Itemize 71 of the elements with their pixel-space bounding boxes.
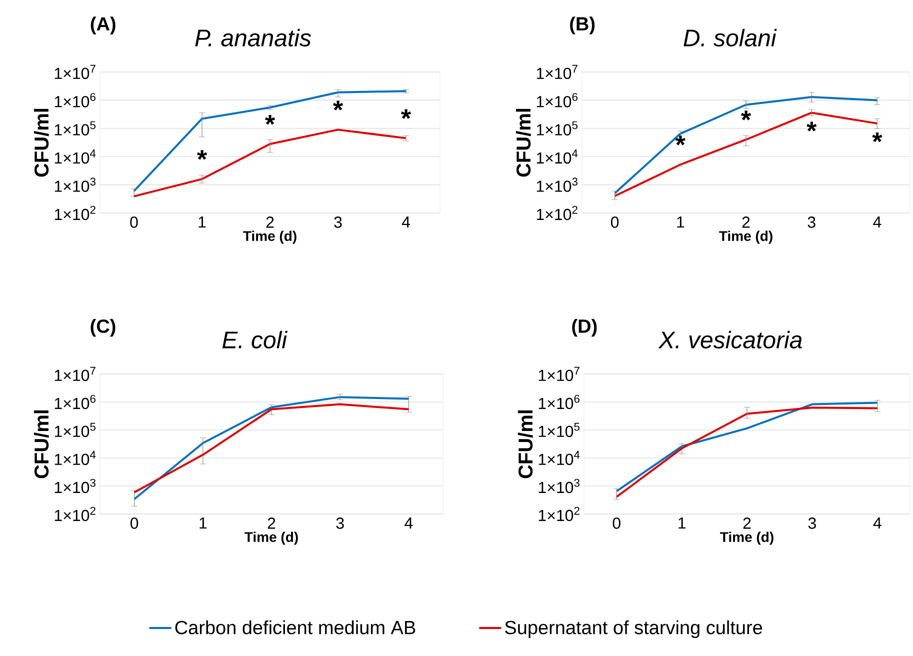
annotation: * [741, 110, 752, 120]
y-tick-label: 1×10$^{7}$ [54, 366, 96, 382]
y-tick-label: 1×10$^{5}$ [54, 422, 96, 438]
y-tick-label: 1×10$^{3}$ [538, 478, 580, 494]
x-axis-title: Time (d) [719, 230, 772, 244]
x-tick-label: 1 [678, 518, 686, 529]
y-tick-label: 1×10$^{6}$ [536, 93, 578, 108]
line-series [133, 128, 407, 198]
annotation: * [197, 150, 208, 160]
annotation: * [806, 122, 817, 132]
x-tick-label: 4 [402, 216, 410, 228]
x-tick-label: 3 [808, 518, 816, 529]
chart-title: P. ananatis [195, 28, 311, 46]
x-tick-label: 0 [130, 216, 138, 228]
x-tick-label: 0 [612, 518, 620, 529]
text: (D) [572, 318, 597, 337]
y-tick-label: 1×10$^{2}$ [54, 506, 96, 522]
y-axis-title: CFU/ml [34, 410, 49, 478]
y-tick-label: 1×10$^{6}$ [54, 394, 96, 410]
x-tick-label: 2 [743, 518, 751, 529]
x-axis-title: Time (d) [243, 230, 296, 244]
x-tick-label: 2 [266, 216, 274, 228]
y-tick-label: 1×10$^{7}$ [538, 366, 580, 382]
y-tick-label: 1×10$^{4}$ [536, 150, 578, 164]
x-tick-label: 0 [130, 518, 138, 529]
y-tick-label: 1×10$^{4}$ [54, 150, 96, 164]
y-tick-label: 1×10$^{5}$ [538, 422, 580, 438]
y-axis-title: CFU/ml [516, 108, 531, 177]
annotation: * [401, 109, 412, 119]
y-tick-label: 1×10$^{6}$ [54, 93, 96, 108]
x-axis-title: Time (d) [720, 532, 774, 545]
x-tick-label: 4 [873, 518, 882, 529]
x-tick-label: 4 [873, 216, 882, 228]
legend-label: Carbon deficient medium AB [175, 620, 416, 634]
y-tick-label: 1×10$^{3}$ [54, 478, 96, 494]
text: (B) [570, 16, 595, 34]
x-tick-label: 1 [677, 216, 684, 228]
chart-title: E. coli [222, 330, 288, 348]
x-tick-label: 2 [742, 216, 750, 228]
y-tick-label: 1×10$^{7}$ [54, 64, 96, 80]
y-tick-label: 1×10$^{4}$ [54, 450, 96, 466]
x-tick-label: 0 [610, 216, 619, 228]
y-tick-label: 1×10$^{4}$ [538, 450, 580, 466]
annotation: * [675, 136, 686, 146]
x-tick-label: 4 [404, 518, 413, 529]
chart-title: X. vesicatoria [658, 330, 802, 348]
y-axis-title: CFU/ml [34, 108, 49, 177]
y-axis-title: CFU/ml [518, 410, 533, 478]
legend-label: Supernatant of starving culture [505, 620, 762, 638]
x-tick-label: 3 [334, 216, 342, 228]
annotation: * [333, 100, 344, 110]
x-tick-label: 3 [336, 518, 344, 529]
x-axis-title: Time (d) [244, 532, 298, 545]
y-tick-label: 1×10$^{2}$ [536, 206, 578, 220]
text: (C) [90, 318, 116, 337]
y-tick-label: 1×10$^{5}$ [54, 121, 96, 136]
y-tick-label: 1×10$^{5}$ [536, 121, 578, 136]
y-tick-label: 1×10$^{3}$ [54, 178, 96, 192]
x-tick-label: 3 [808, 216, 816, 228]
y-tick-label: 1×10$^{3}$ [536, 178, 578, 192]
annotation: * [265, 115, 276, 125]
y-tick-label: 1×10$^{2}$ [54, 206, 96, 220]
x-tick-label: 1 [200, 518, 207, 529]
text: (A) [90, 16, 116, 34]
x-tick-label: 2 [268, 518, 276, 529]
x-tick-label: 1 [198, 216, 206, 228]
y-tick-label: 1×10$^{6}$ [538, 394, 580, 410]
y-tick-label: 1×10$^{7}$ [536, 64, 578, 80]
annotation: * [872, 132, 882, 142]
y-tick-label: 1×10$^{2}$ [538, 506, 580, 522]
chart-title: D. solani [684, 28, 777, 46]
